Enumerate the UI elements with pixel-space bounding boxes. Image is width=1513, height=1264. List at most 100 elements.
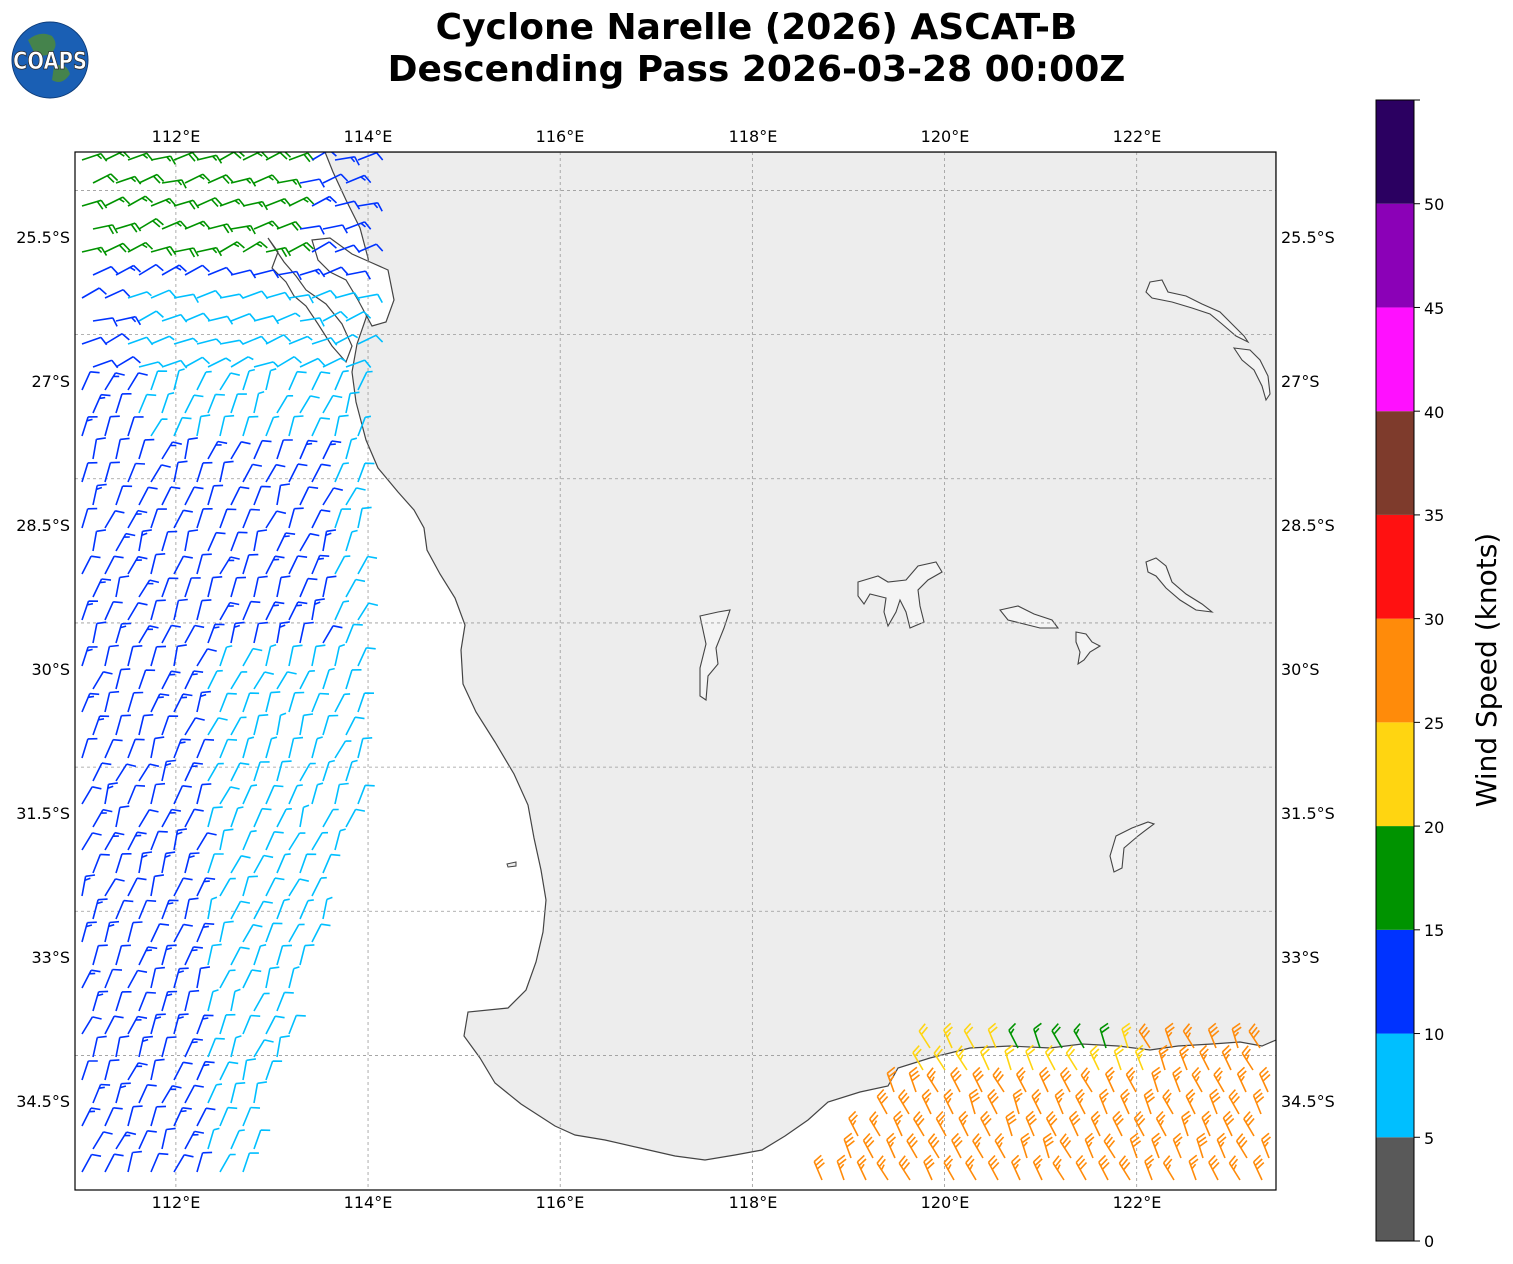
- wind-barb: [1228, 1155, 1241, 1181]
- wind-barb: [311, 644, 326, 667]
- wind-barb: [1103, 1133, 1116, 1159]
- wind-barb: [334, 462, 349, 483]
- wind-barb: [207, 440, 228, 460]
- wind-barb: [150, 245, 177, 257]
- wind-barb: [1248, 1023, 1261, 1049]
- wind-barb: [1151, 1132, 1162, 1159]
- wind-barb: [196, 922, 215, 943]
- wind-barb: [963, 1022, 975, 1049]
- wind-barb: [138, 714, 154, 736]
- wind-barb: [138, 361, 164, 368]
- wind-barb: [104, 644, 119, 667]
- wind-barb: [115, 899, 134, 920]
- lon-tick-label-top: 112°E: [152, 127, 201, 146]
- wind-barb: [253, 575, 268, 598]
- wind-barb: [161, 264, 187, 276]
- wind-barb: [1098, 1154, 1110, 1181]
- wind-barb: [104, 196, 131, 207]
- wind-barb: [836, 1154, 847, 1181]
- wind-barb: [1143, 1088, 1155, 1115]
- colorbar-label: Wind Speed (knots): [1470, 533, 1503, 807]
- wind-barb: [253, 1081, 268, 1104]
- wind-barb: [1045, 1110, 1058, 1137]
- wind-barb: [311, 371, 331, 391]
- wind-barb: [288, 878, 309, 897]
- wind-barb: [334, 693, 351, 713]
- lat-tick-label-left: 31.5°S: [16, 804, 70, 823]
- wind-barb: [104, 1059, 120, 1081]
- lat-tick-label-right: 31.5°S: [1281, 804, 1335, 823]
- wind-barb: [207, 174, 234, 185]
- wind-barb: [81, 1016, 102, 1035]
- wind-barb: [242, 1106, 261, 1127]
- colorbar-bin: [1376, 929, 1414, 1034]
- wind-barb: [265, 368, 277, 391]
- colorbar-tick-label: 15: [1424, 921, 1444, 940]
- wind-barb: [322, 808, 339, 828]
- wind-barb: [856, 1154, 867, 1181]
- wind-barb: [173, 1061, 193, 1081]
- wind-barb: [299, 225, 325, 235]
- wind-barb: [345, 716, 365, 736]
- wind-barb: [299, 268, 326, 278]
- wind-barb: [242, 463, 263, 483]
- wind-barb: [322, 357, 347, 368]
- wind-barb: [230, 988, 241, 1012]
- wind-barb: [184, 486, 204, 506]
- colorbar-tick-label: 35: [1424, 506, 1444, 525]
- wind-barb: [92, 224, 119, 235]
- wind-barb: [230, 312, 257, 322]
- wind-barb: [184, 717, 205, 736]
- wind-barb: [357, 334, 384, 345]
- colorbar-tick-label: 5: [1424, 1129, 1434, 1148]
- wind-barb: [299, 317, 325, 327]
- wind-barb: [230, 762, 250, 782]
- wind-barb: [219, 692, 237, 713]
- wind-barb: [219, 460, 234, 483]
- wind-barb: [311, 289, 338, 299]
- wind-barb: [104, 1015, 124, 1035]
- wind-barb: [184, 173, 211, 184]
- wind-barb: [288, 784, 303, 805]
- plot-frame: [74, 151, 1277, 1191]
- wind-barb: [311, 876, 327, 897]
- wind-barb: [115, 991, 132, 1012]
- wind-barb: [253, 439, 272, 460]
- wind-barb: [138, 1084, 157, 1104]
- wind-barb: [276, 712, 287, 736]
- wind-barb: [1008, 1022, 1019, 1049]
- wind-barb: [1025, 1044, 1036, 1071]
- wind-barb: [253, 485, 271, 506]
- wind-barb: [322, 667, 335, 690]
- wind-barb: [334, 156, 360, 166]
- wind-barb: [311, 152, 337, 161]
- wind-barb: [1181, 1110, 1192, 1137]
- wind-barb: [92, 808, 113, 828]
- wind-barb: [196, 648, 217, 667]
- wind-barb: [1188, 1154, 1199, 1181]
- lon-tick-label-bottom: 112°E: [152, 1193, 201, 1212]
- wind-barb: [127, 372, 148, 391]
- wind-barb: [81, 737, 98, 759]
- wind-barb: [150, 370, 168, 391]
- wind-barb: [104, 968, 123, 989]
- lat-ticks-left: 25.5°S 27°S 28.5°S 30°S 31.5°S 33°S 34.5…: [16, 228, 70, 1111]
- wind-barb: [288, 555, 308, 575]
- wind-barb: [104, 878, 125, 897]
- wind-barb: [1084, 1132, 1095, 1159]
- wind-barb: [184, 808, 204, 828]
- wind-barb: [1207, 1022, 1220, 1049]
- lat-tick-label-right: 25.5°S: [1281, 228, 1335, 247]
- wind-barb: [196, 1151, 213, 1173]
- wind-barb: [1104, 1066, 1115, 1093]
- lat-tick-label-left: 27°S: [31, 372, 70, 391]
- wind-barb: [230, 531, 248, 552]
- wind-barb: [138, 946, 158, 966]
- wind-barb: [127, 291, 152, 299]
- wind-barb: [161, 441, 182, 460]
- wind-barb: [207, 806, 223, 828]
- wind-barb: [276, 1035, 290, 1058]
- wind-barb: [127, 602, 148, 621]
- wind-barb: [1012, 1088, 1023, 1115]
- wind-barb: [908, 1066, 920, 1093]
